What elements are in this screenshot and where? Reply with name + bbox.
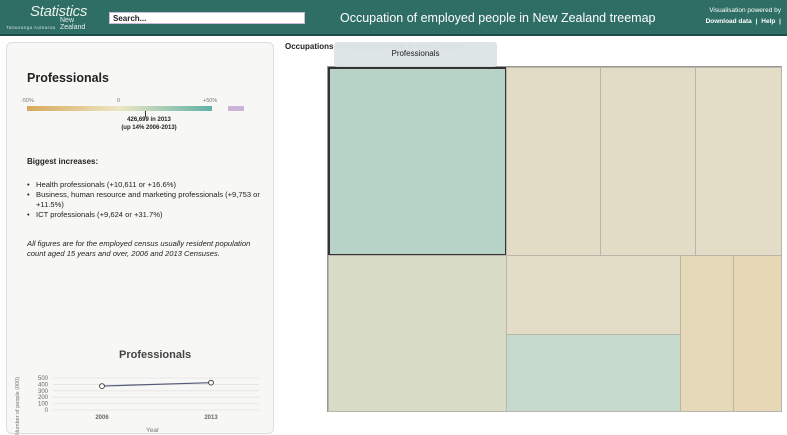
download-data-link[interactable]: Download data xyxy=(705,18,752,25)
occupation-treemap[interactable] xyxy=(327,66,782,412)
y-tick-label: 0 xyxy=(45,408,49,414)
help-link[interactable]: Help xyxy=(761,18,776,25)
change-color-scale xyxy=(27,106,212,111)
y-tick-label: 400 xyxy=(38,382,49,388)
search-input[interactable]: Search... xyxy=(109,12,305,24)
logo-text-new-zealand: New Zealand xyxy=(60,17,86,31)
scale-legend-chip xyxy=(228,106,244,111)
treemap-cell[interactable] xyxy=(506,334,681,412)
chart-title: Professionals xyxy=(119,349,192,361)
count-stat: 426,699 in 2013 xyxy=(127,117,171,123)
y-tick-label: 200 xyxy=(38,395,49,401)
logo-text-maori: Tatauranga Aotearoa xyxy=(6,25,56,30)
treemap-cell[interactable] xyxy=(506,255,681,335)
treemap-cell[interactable] xyxy=(328,255,507,412)
stats-nz-logo[interactable]: Statistics New Zealand Tatauranga Aotear… xyxy=(6,3,96,31)
trend-chart: Professionals Number of people (000) Yea… xyxy=(7,343,275,435)
link-separator: | xyxy=(755,18,758,25)
y-tick-label: 500 xyxy=(38,376,49,382)
series-line xyxy=(101,382,212,387)
increases-heading: Biggest increases: xyxy=(27,157,99,166)
logo-text-statistics: Statistics xyxy=(30,3,88,20)
scale-mid-label: 0 xyxy=(117,98,121,104)
y-axis-label: Number of people (000) xyxy=(15,377,21,435)
scale-marker xyxy=(145,111,146,117)
info-panel: Professionals -50% 0 +50% 426,699 in 201… xyxy=(6,42,275,435)
list-item: Health professionals (+10,611 or +16.6%) xyxy=(27,180,267,190)
page-title: Occupation of employed people in New Zea… xyxy=(340,11,656,25)
scale-min-label: -50% xyxy=(21,98,34,104)
data-note: All figures are for the employed census … xyxy=(27,239,251,258)
top-header-bar: Statistics New Zealand Tatauranga Aotear… xyxy=(0,0,787,36)
treemap-cell[interactable] xyxy=(695,67,782,256)
y-tick-label: 300 xyxy=(38,389,49,395)
scale-max-label: +50% xyxy=(203,98,218,104)
data-point xyxy=(208,379,214,386)
treemap-cell-professionals[interactable] xyxy=(328,67,507,256)
treemap-cell[interactable] xyxy=(733,255,782,412)
hover-tooltip: Professionals xyxy=(334,42,497,67)
change-stat: (up 14% 2006-2013) xyxy=(121,125,177,131)
powered-by-text: Visualisation powered by xyxy=(709,7,781,14)
treemap-cell[interactable] xyxy=(506,67,601,256)
increases-list: Health professionals (+10,611 or +16.6%)… xyxy=(27,180,267,220)
trend-chart-svg: Number of people (000) Year 500400300200… xyxy=(15,376,259,435)
link-separator: | xyxy=(779,18,781,25)
treemap-cell[interactable] xyxy=(680,255,734,412)
x-tick-label: 2006 xyxy=(95,415,109,421)
data-point xyxy=(99,383,105,389)
x-axis-label: Year xyxy=(146,427,160,434)
breadcrumb-visible: Occupations xyxy=(285,42,334,51)
header-links: Download data | Help | xyxy=(704,18,781,25)
y-tick-label: 100 xyxy=(38,402,49,408)
x-tick-label: 2013 xyxy=(204,415,218,421)
treemap-cell[interactable] xyxy=(600,67,696,256)
list-item: ICT professionals (+9,624 or +31.7%) xyxy=(27,210,267,220)
panel-title: Professionals xyxy=(27,71,109,85)
list-item: Business, human resource and marketing p… xyxy=(27,190,267,210)
